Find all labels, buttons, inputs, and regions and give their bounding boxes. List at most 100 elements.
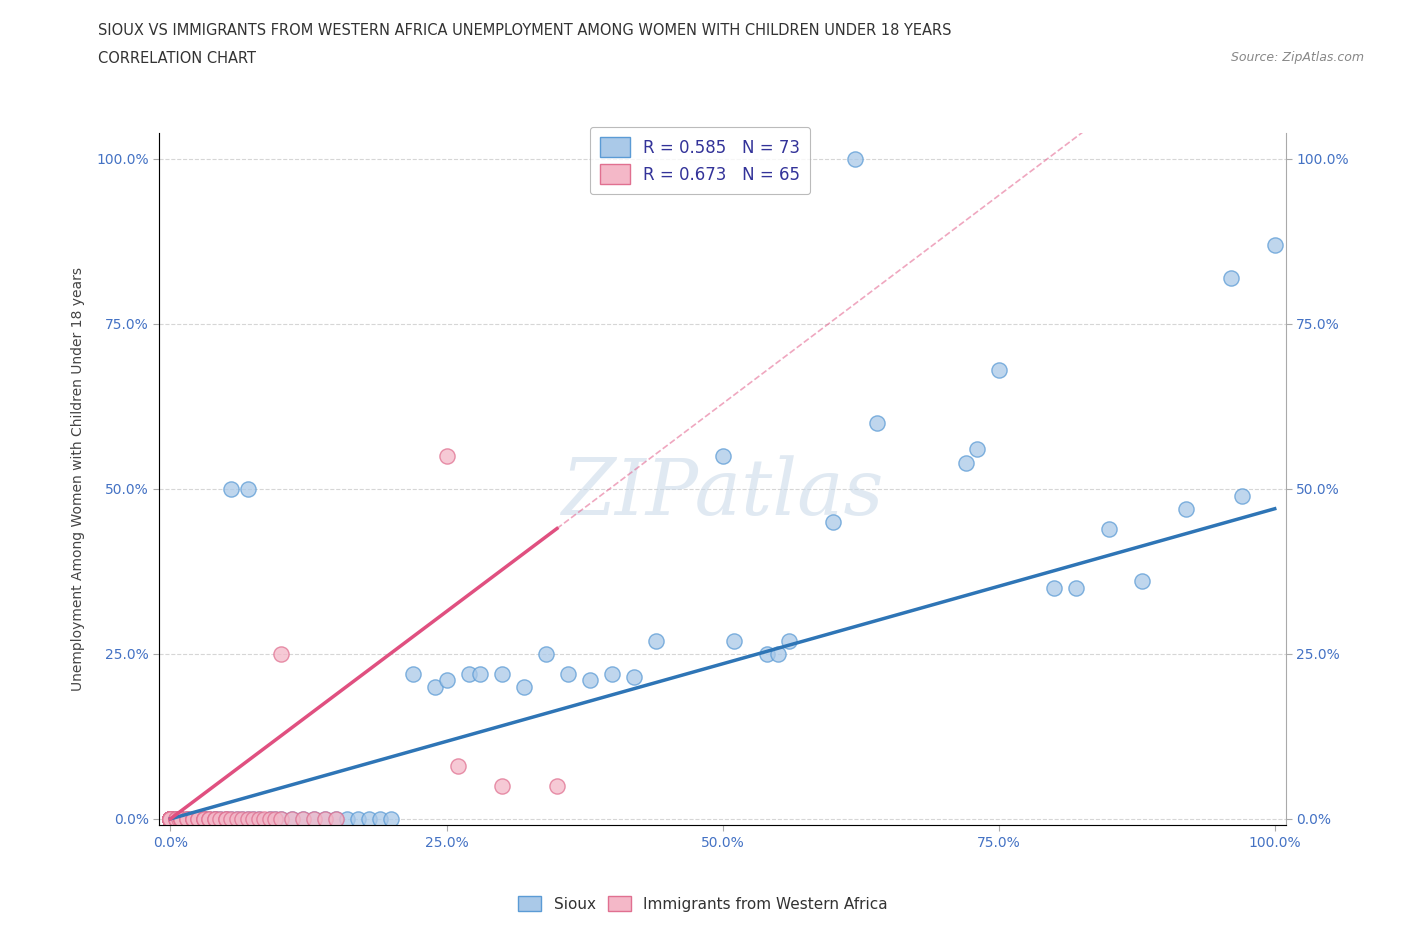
Point [159,812,181,827]
Point [170,812,193,827]
Point [159,812,181,827]
Point [325,812,347,827]
Point [159,812,181,827]
Point [159,812,181,827]
Point [187,812,209,827]
Point [325,812,347,827]
Point [219,812,242,827]
Point [1130,574,1153,589]
Point [778,633,800,648]
Point [193,812,215,827]
Point [209,812,232,827]
Point [1219,271,1241,286]
Text: SIOUX VS IMMIGRANTS FROM WESTERN AFRICA UNEMPLOYMENT AMONG WOMEN WITH CHILDREN U: SIOUX VS IMMIGRANTS FROM WESTERN AFRICA … [98,23,952,38]
Point [711,448,734,463]
Point [159,812,181,827]
Point [165,812,187,827]
Point [755,646,778,661]
Point [368,812,391,827]
Point [242,812,264,827]
Point [169,812,191,827]
Point [193,812,215,827]
Point [181,812,204,827]
Point [159,812,181,827]
Point [159,812,181,827]
Point [159,812,181,827]
Point [247,812,270,827]
Point [219,482,242,497]
Point [821,514,844,529]
Point [645,633,668,648]
Point [436,448,458,463]
Point [236,812,259,827]
Point [264,812,287,827]
Point [270,812,292,827]
Point [159,812,181,827]
Point [225,812,247,827]
Point [198,812,221,827]
Point [1064,580,1087,595]
Point [347,812,370,827]
Point [159,812,181,827]
Point [159,812,181,827]
Point [1175,501,1198,516]
Point [159,812,181,827]
Point [159,812,181,827]
Point [242,812,264,827]
Point [766,646,789,661]
Point [187,812,209,827]
Point [159,812,181,827]
Point [181,812,204,827]
Point [170,812,193,827]
Point [1043,580,1066,595]
Point [225,812,247,827]
Legend: R = 0.585   N = 73, R = 0.673   N = 65: R = 0.585 N = 73, R = 0.673 N = 65 [591,127,810,194]
Point [236,812,259,827]
Point [214,812,236,827]
Point [165,812,187,827]
Point [176,812,198,827]
Point [579,673,602,688]
Point [214,812,236,827]
Point [159,812,181,827]
Text: Source: ZipAtlas.com: Source: ZipAtlas.com [1230,51,1364,64]
Point [231,812,253,827]
Point [159,812,181,827]
Point [159,812,181,827]
Point [204,812,226,827]
Point [159,812,181,827]
Point [270,812,292,827]
Point [259,812,281,827]
Point [204,812,226,827]
Point [600,666,623,681]
Point [281,812,304,827]
Point [169,812,191,827]
Point [402,666,425,681]
Point [159,812,181,827]
Point [165,812,187,827]
Point [291,812,314,827]
Legend: Sioux, Immigrants from Western Africa: Sioux, Immigrants from Western Africa [512,889,894,918]
Point [723,633,745,648]
Point [214,812,236,827]
Point [159,812,181,827]
Point [557,666,579,681]
Point [231,812,253,827]
Point [170,812,193,827]
Point [193,812,215,827]
Point [844,152,866,166]
Point [264,812,287,827]
Point [159,812,181,827]
Point [159,812,181,827]
Point [314,812,336,827]
Point [187,812,209,827]
Point [176,812,198,827]
Point [176,812,198,827]
Point [159,812,181,827]
Point [170,812,193,827]
Point [534,646,557,661]
Point [1264,237,1286,252]
Point [159,812,181,827]
Point [987,363,1010,378]
Point [236,482,259,497]
